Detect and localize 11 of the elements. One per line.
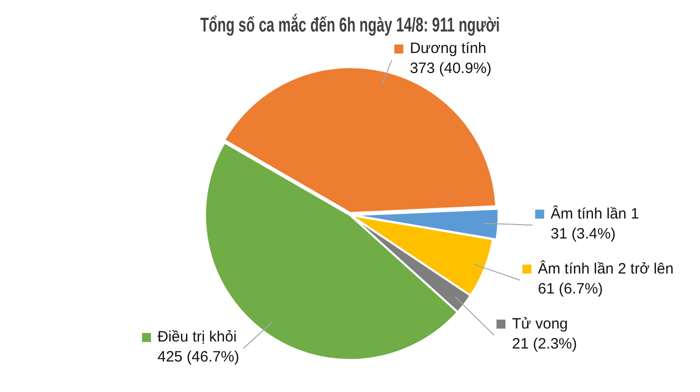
data-label: 61 (6.7%) bbox=[538, 280, 603, 298]
data-label: 31 (3.4%) bbox=[550, 225, 616, 242]
legend-label: Tử vong bbox=[512, 315, 568, 332]
chart-title: Tổng số ca mắc đến 6h ngày 14/8: 911 người bbox=[200, 13, 500, 36]
data-label: 425 (46.7%) bbox=[157, 348, 240, 366]
legend-label: Điều trị khỏi bbox=[157, 328, 237, 346]
legend-label: Dương tính bbox=[410, 40, 486, 58]
data-label: 21 (2.3%) bbox=[512, 335, 578, 352]
legend-label: Âm tính lần 2 trở lên bbox=[538, 259, 674, 278]
legend-label: Âm tính lần 1 bbox=[550, 204, 640, 222]
data-label: 373 (40.9%) bbox=[410, 60, 492, 78]
